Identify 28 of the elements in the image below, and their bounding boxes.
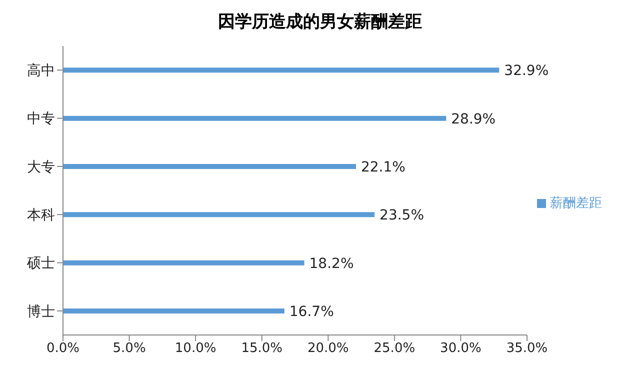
y-tick-label: 大专 xyxy=(27,159,55,176)
chart-title: 因学历造成的男女薪酬差距 xyxy=(217,11,423,34)
x-tick-label: 0.0% xyxy=(46,341,80,356)
bar xyxy=(63,164,356,170)
x-tick-label: 25.0% xyxy=(374,341,416,356)
x-tick-label: 35.0% xyxy=(506,341,548,356)
legend-label: 薪酬差距 xyxy=(550,196,602,211)
data-label: 16.7% xyxy=(289,304,334,320)
bar xyxy=(63,260,304,266)
x-tick-label: 30.0% xyxy=(440,341,482,356)
y-tick-label: 中专 xyxy=(27,111,55,128)
x-tick-label: 5.0% xyxy=(112,341,146,356)
data-label: 23.5% xyxy=(380,208,424,224)
data-label: 22.1% xyxy=(360,159,406,176)
data-label: 32.9% xyxy=(504,63,549,80)
x-tick-label: 15.0% xyxy=(241,341,283,356)
data-label: 18.2% xyxy=(309,256,354,272)
y-tick-label: 博士 xyxy=(27,304,55,320)
data-label: 28.9% xyxy=(451,111,496,128)
y-tick-label: 硕士 xyxy=(26,256,55,272)
x-tick-label: 20.0% xyxy=(307,341,349,356)
x-tick-label: 10.0% xyxy=(174,341,216,356)
bar xyxy=(63,308,284,314)
bar xyxy=(63,212,375,218)
y-tick-label: 本科 xyxy=(27,208,55,224)
bar xyxy=(63,68,500,73)
bar xyxy=(63,116,446,121)
y-tick-label: 高中 xyxy=(27,63,55,80)
